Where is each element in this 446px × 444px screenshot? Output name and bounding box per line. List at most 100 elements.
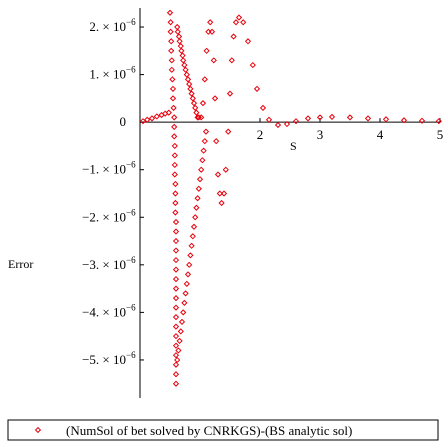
data-point-79 — [188, 242, 195, 249]
data-point-115 — [244, 38, 252, 45]
data-point-42 — [172, 342, 180, 349]
data-point-108 — [225, 128, 232, 135]
data-point-95 — [201, 76, 208, 83]
data-point-94 — [199, 100, 207, 107]
ticks: 2 3 4 52. × 10 −61. × 10 −60−1. × 10 −6−2. × 1… — [82, 17, 443, 367]
legend: (NumSol of bet solved by CNRKGS)-(BS ana… — [7, 419, 439, 441]
data-point-116 — [249, 61, 256, 69]
data-point-34 — [172, 266, 180, 273]
data-point-120 — [274, 121, 282, 129]
data-point-87 — [198, 166, 205, 173]
data-point-13 — [168, 66, 175, 73]
data-point-24 — [171, 171, 178, 178]
data-point-36 — [172, 285, 180, 292]
data-point-101 — [211, 95, 219, 102]
data-point-19 — [171, 123, 178, 131]
y-tick-exponent-0: −6 — [126, 17, 136, 27]
data-point-128 — [382, 116, 390, 123]
data-point-91 — [202, 128, 210, 135]
data-point-62 — [189, 95, 196, 102]
data-point-8 — [167, 19, 174, 26]
data-point-21 — [171, 142, 178, 150]
data-point-52 — [178, 47, 185, 54]
data-point-112 — [232, 19, 240, 26]
data-point-14 — [169, 76, 176, 83]
data-point-37 — [172, 295, 180, 302]
data-point-59 — [186, 80, 193, 88]
data-point-39 — [172, 314, 180, 321]
data-point-106 — [220, 190, 228, 197]
data-point-69 — [176, 337, 183, 345]
data-point-57 — [183, 71, 190, 78]
data-point-85 — [195, 185, 202, 192]
x-axis-label: S — [290, 139, 297, 153]
data-point-2 — [148, 115, 156, 122]
data-point-125 — [328, 113, 336, 121]
data-point-74 — [182, 290, 189, 297]
data-point-122 — [292, 118, 300, 125]
data-point-25 — [172, 180, 179, 188]
data-point-32 — [172, 247, 180, 254]
y-tick-exponent-6: −6 — [126, 302, 136, 312]
y-tick-label-0: 2. × 10 — [89, 19, 126, 34]
data-point-1 — [144, 116, 151, 123]
y-tick-exponent-7: −6 — [126, 350, 136, 360]
data-point-99 — [208, 28, 216, 35]
data-point-109 — [226, 90, 234, 97]
data-point-10 — [168, 38, 175, 45]
data-point-98 — [207, 19, 214, 26]
data-point-64 — [192, 104, 199, 111]
x-tick-label-3: 5 — [437, 127, 444, 142]
data-point-113 — [235, 14, 243, 21]
data-point-100 — [210, 57, 217, 64]
data-point-49 — [175, 33, 183, 40]
data-point-75 — [183, 280, 190, 287]
y-tick-label-2: 0 — [120, 114, 127, 129]
data-point-93 — [198, 114, 205, 121]
data-point-70 — [177, 328, 184, 335]
data-point-110 — [228, 57, 235, 64]
y-tick-exponent-5: −6 — [126, 255, 136, 265]
data-point-82 — [192, 214, 199, 221]
data-point-22 — [171, 152, 178, 159]
data-point-58 — [184, 76, 192, 83]
data-point-33 — [172, 256, 180, 264]
y-tick-label-4: −2. × 10 — [82, 209, 126, 224]
data-point-40 — [172, 323, 180, 330]
data-point-124 — [316, 114, 324, 121]
data-point-44 — [172, 361, 180, 368]
data-point-67 — [174, 356, 181, 364]
data-point-104 — [216, 190, 223, 197]
data-point-88 — [199, 157, 206, 164]
data-point-55 — [181, 61, 188, 69]
data-point-17 — [170, 104, 177, 111]
data-point-54 — [180, 57, 187, 64]
data-point-27 — [172, 199, 179, 207]
data-point-3 — [153, 113, 160, 120]
y-tick-label-6: −4. × 10 — [82, 304, 126, 319]
x-tick-label-2: 4 — [377, 127, 384, 142]
y-tick-label-1: 1. × 10 — [89, 67, 126, 82]
data-point-56 — [182, 66, 189, 73]
data-point-9 — [167, 28, 174, 35]
x-tick-label-0: 2 — [257, 127, 264, 142]
data-point-77 — [186, 261, 193, 268]
y-tick-label-3: −1. × 10 — [82, 162, 126, 177]
data-point-65 — [193, 109, 200, 116]
data-point-35 — [172, 275, 180, 283]
data-point-107 — [222, 166, 229, 173]
data-point-86 — [196, 176, 204, 183]
data-point-47 — [174, 23, 181, 31]
legend-label: (NumSol of bet solved by CNRKGS)-(BS ana… — [66, 423, 352, 438]
data-point-51 — [177, 42, 184, 50]
data-point-76 — [184, 271, 192, 278]
data-point-31 — [172, 237, 180, 245]
x-tick-label-1: 3 — [317, 127, 324, 142]
y-tick-label-7: −5. × 10 — [82, 352, 126, 367]
y-tick-exponent-4: −6 — [126, 207, 136, 217]
data-point-6 — [165, 109, 172, 116]
data-point-71 — [178, 318, 186, 326]
data-point-11 — [168, 47, 175, 54]
data-point-28 — [172, 209, 179, 216]
